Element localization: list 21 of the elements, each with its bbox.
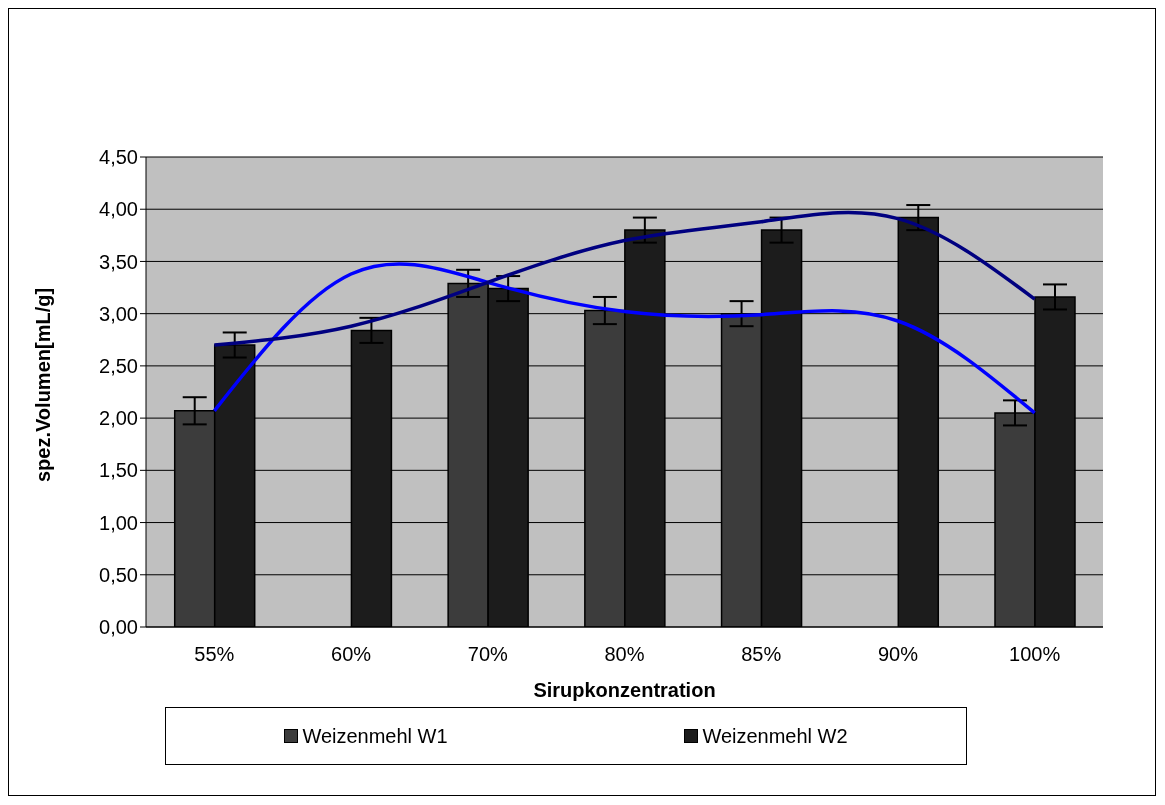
y-tick-label: 2,00 (99, 407, 138, 430)
x-tick-label: 70% (467, 643, 509, 666)
y-tick-label: 1,50 (99, 459, 138, 482)
y-tick-label: 4,50 (99, 146, 138, 169)
y-tick-label: 3,50 (99, 250, 138, 273)
x-tick-label: 85% (741, 643, 782, 666)
x-axis-title: Sirupkonzentration (533, 679, 716, 701)
legend-label: Weizenmehl W2 (701, 724, 848, 748)
x-tick-label: 60% (331, 643, 372, 666)
y-tick-label: 4,00 (99, 198, 138, 221)
x-tick-label: 80% (604, 643, 645, 666)
y-axis-title: spez.Volumen[mL/g] (32, 287, 55, 482)
x-tick-label: 100% (1009, 643, 1061, 666)
y-tick-label: 1,00 (99, 511, 138, 534)
y-tick-label: 0,50 (99, 563, 138, 586)
x-tick-label: 90% (877, 643, 919, 666)
y-tick-label: 3,00 (99, 302, 138, 325)
legend-label: Weizenmehl W1 (301, 724, 448, 748)
y-tick-label: 2,50 (99, 354, 138, 377)
y-tick-label: 0,00 (99, 616, 138, 639)
x-tick-label: 55% (194, 643, 235, 666)
